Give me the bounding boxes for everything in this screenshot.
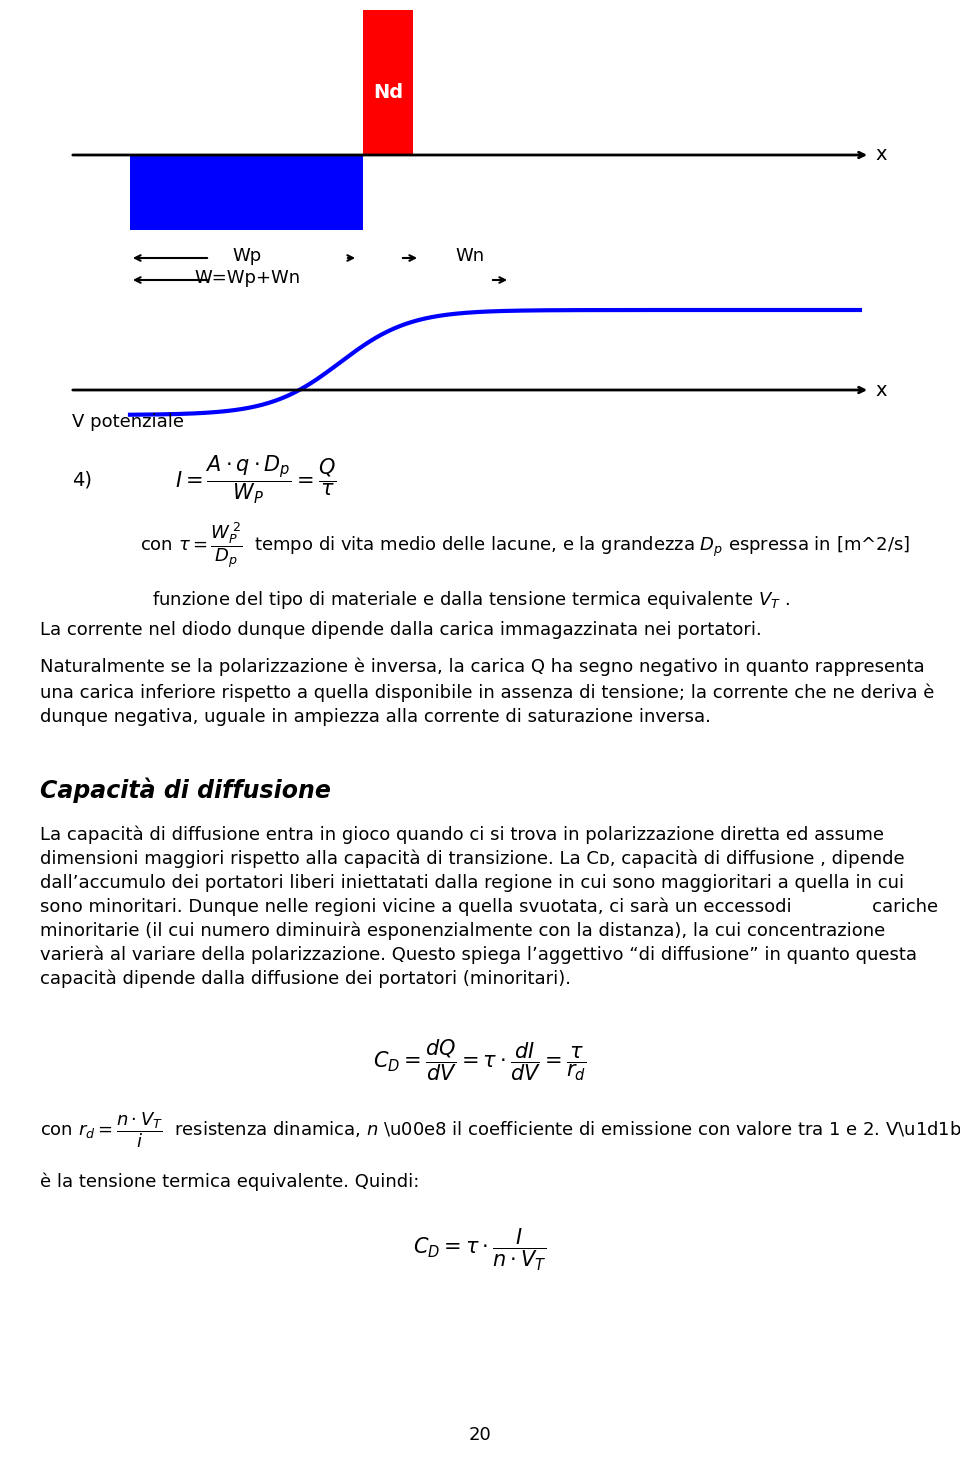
Text: minoritarie (il cui numero diminuirà esponenzialmente con la distanza), la cui c: minoritarie (il cui numero diminuirà esp… [40, 923, 885, 940]
Text: Capacità di diffusione: Capacità di diffusione [40, 777, 331, 803]
Bar [363, 10, 413, 155]
Text: La corrente nel diodo dunque dipende dalla carica immagazzinata nei portatori.: La corrente nel diodo dunque dipende dal… [40, 620, 761, 639]
Text: x: x [875, 146, 886, 165]
Text: con $r_d = \dfrac{n \cdot V_T}{i}$  resistenza dinamica, $n$ \u00e8 il coefficie: con $r_d = \dfrac{n \cdot V_T}{i}$ resis… [40, 1110, 960, 1150]
Text: Nd: Nd [372, 83, 403, 102]
Text: x: x [875, 381, 886, 400]
Text: V potenziale: V potenziale [72, 413, 184, 431]
Text: dimensioni maggiori rispetto alla capacità di transizione. La Cᴅ, capacità di di: dimensioni maggiori rispetto alla capaci… [40, 850, 904, 869]
Text: capacità dipende dalla diffusione dei portatori (minoritari).: capacità dipende dalla diffusione dei po… [40, 969, 571, 988]
Text: Wn: Wn [455, 247, 484, 266]
Text: è la tensione termica equivalente. Quindi:: è la tensione termica equivalente. Quind… [40, 1172, 420, 1191]
Text: dall’accumulo dei portatori liberi iniettatati dalla regione in cui sono maggior: dall’accumulo dei portatori liberi iniet… [40, 875, 904, 892]
Text: Wp: Wp [232, 247, 262, 266]
Text: 4): 4) [72, 470, 92, 489]
Text: 20: 20 [468, 1426, 492, 1444]
Text: dunque negativa, uguale in ampiezza alla corrente di saturazione inversa.: dunque negativa, uguale in ampiezza alla… [40, 708, 710, 726]
Text: varierà al variare della polarizzazione. Questo spiega l’aggettivo “di diffusion: varierà al variare della polarizzazione.… [40, 946, 917, 965]
Text: funzione del tipo di materiale e dalla tensione termica equivalente $V_T$ .: funzione del tipo di materiale e dalla t… [152, 588, 790, 610]
Text: Naturalmente se la polarizzazione è inversa, la carica Q ha segno negativo in qu: Naturalmente se la polarizzazione è inve… [40, 658, 924, 676]
Text: $C_D = \tau \cdot \dfrac{I}{n \cdot V_T}$: $C_D = \tau \cdot \dfrac{I}{n \cdot V_T}… [413, 1226, 547, 1273]
Text: una carica inferiore rispetto a quella disponibile in assenza di tensione; la co: una carica inferiore rispetto a quella d… [40, 683, 934, 701]
Bar [130, 155, 363, 231]
Text: $C_D = \dfrac{dQ}{dV} = \tau \cdot \dfrac{dI}{dV} = \dfrac{\tau}{r_d}$: $C_D = \dfrac{dQ}{dV} = \tau \cdot \dfra… [373, 1037, 587, 1083]
Text: con $\tau = \dfrac{W_P^{\,2}}{D_p}$  tempo di vita medio delle lacune, e la gran: con $\tau = \dfrac{W_P^{\,2}}{D_p}$ temp… [140, 520, 910, 569]
Text: $I = \dfrac{A \cdot q \cdot D_p}{W_P} = \dfrac{Q}{\tau}$: $I = \dfrac{A \cdot q \cdot D_p}{W_P} = … [175, 454, 336, 507]
Text: W=Wp+Wn: W=Wp+Wn [194, 269, 300, 288]
Text: sono minoritari. Dunque nelle regioni vicine a quella svuotata, ci sarà un ecces: sono minoritari. Dunque nelle regioni vi… [40, 898, 938, 917]
Text: La capacità di diffusione entra in gioco quando ci si trova in polarizzazione di: La capacità di diffusione entra in gioco… [40, 826, 884, 844]
